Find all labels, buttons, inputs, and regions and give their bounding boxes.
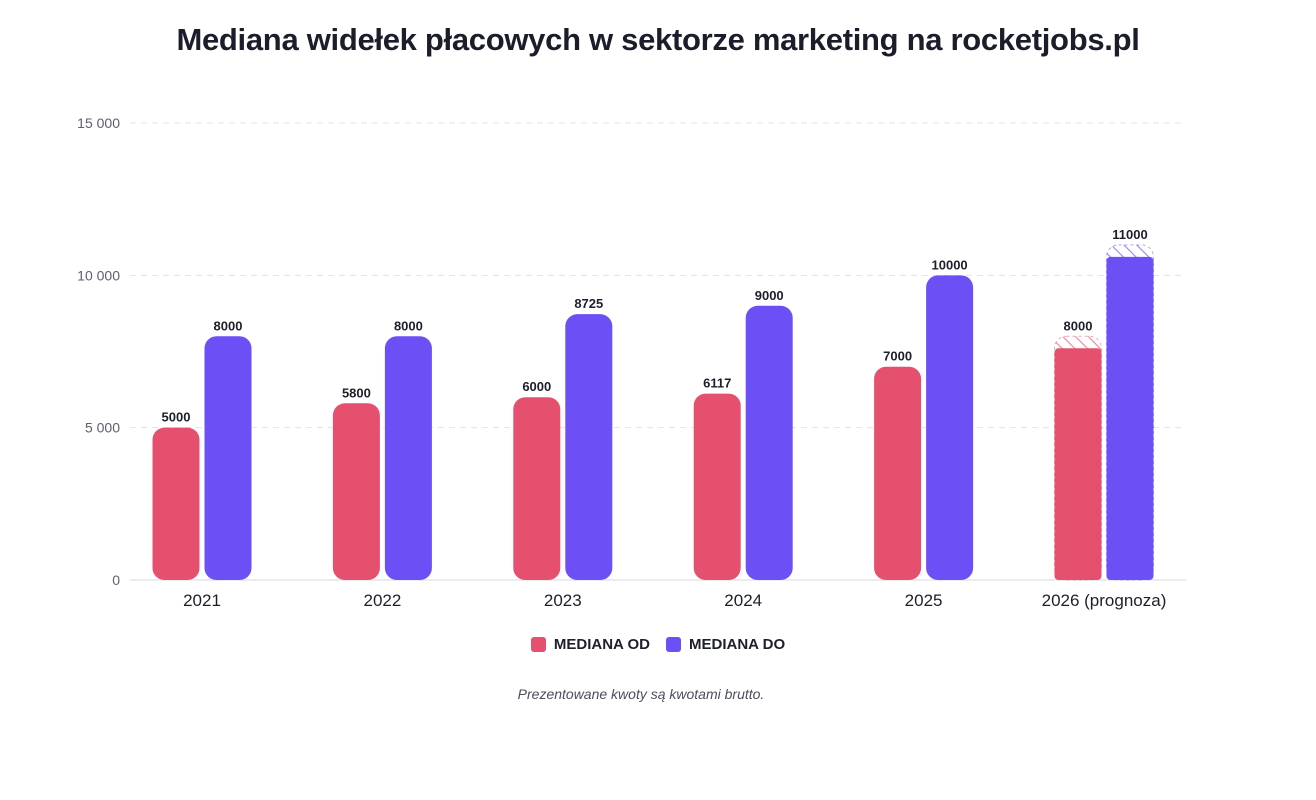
legend-swatch-mediana-do xyxy=(666,637,681,652)
bar[interactable] xyxy=(565,314,613,580)
bar[interactable] xyxy=(332,403,380,580)
bar[interactable] xyxy=(513,397,561,580)
chart-title: Mediana widełek płacowych w sektorze mar… xyxy=(176,22,1140,57)
x-tick-label: 2026 (prognoza) xyxy=(1042,591,1167,610)
bar[interactable] xyxy=(204,336,252,580)
legend: MEDIANA OD MEDIANA DO xyxy=(0,636,1316,653)
data-label: 10000 xyxy=(932,257,968,272)
bar[interactable] xyxy=(384,336,432,580)
legend-label-mediana-od: MEDIANA OD xyxy=(553,636,650,653)
data-label: 9000 xyxy=(755,288,784,303)
legend-item-mediana-od[interactable]: MEDIANA OD xyxy=(530,636,650,653)
data-label: 6000 xyxy=(522,379,551,394)
x-tick-label: 2025 xyxy=(905,591,943,610)
bar[interactable] xyxy=(926,275,974,580)
bar[interactable] xyxy=(152,427,200,580)
footnote: Prezentowane kwoty są kwotami brutto. xyxy=(517,686,765,702)
bar[interactable] xyxy=(1054,348,1102,580)
y-tick-label: 0 xyxy=(112,572,120,588)
data-label: 6117 xyxy=(703,376,731,391)
legend-swatch-mediana-od xyxy=(530,637,546,652)
bar[interactable] xyxy=(874,366,922,580)
x-tick-label: 2021 xyxy=(183,591,221,610)
y-tick-label: 5 000 xyxy=(85,420,120,436)
data-label: 11000 xyxy=(1112,227,1147,242)
data-label: 8725 xyxy=(574,296,603,311)
data-label: 5000 xyxy=(162,410,191,425)
x-tick-label: 2023 xyxy=(544,591,582,610)
data-label: 8000 xyxy=(214,318,243,333)
bar[interactable] xyxy=(693,393,741,580)
x-tick-label: 2024 xyxy=(724,591,762,610)
data-label: 5800 xyxy=(342,385,371,400)
legend-item-mediana-do[interactable]: MEDIANA DO xyxy=(666,636,785,653)
data-label: 8000 xyxy=(394,318,423,333)
y-tick-label: 15 000 xyxy=(77,115,120,131)
legend-label-mediana-do: MEDIANA DO xyxy=(689,636,786,653)
x-tick-label: 2022 xyxy=(363,591,401,610)
data-label: 8000 xyxy=(1064,318,1093,333)
bar[interactable] xyxy=(745,305,793,580)
y-tick-label: 10 000 xyxy=(77,267,120,283)
bar[interactable] xyxy=(1106,256,1154,580)
data-label: 7000 xyxy=(883,349,912,364)
